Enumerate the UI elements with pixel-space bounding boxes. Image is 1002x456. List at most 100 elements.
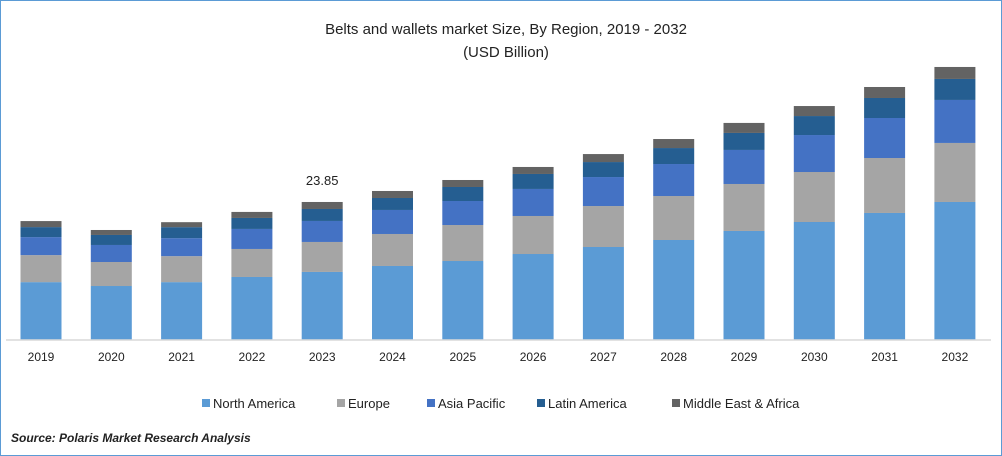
bar-segment xyxy=(512,166,554,174)
x-tick-label: 2026 xyxy=(520,350,547,364)
bar-segment xyxy=(372,265,413,340)
bar-segment xyxy=(512,173,554,189)
bar-segment xyxy=(582,154,624,163)
legend-swatch xyxy=(672,399,680,407)
bar-segment xyxy=(90,286,132,340)
x-tick-label: 2030 xyxy=(801,350,828,364)
bar-segment xyxy=(934,142,976,202)
bar-segment xyxy=(934,99,976,143)
bar-segment xyxy=(301,201,343,209)
data-label: 23.85 xyxy=(306,173,339,188)
bar-segment xyxy=(723,132,765,150)
x-tick-label: 2020 xyxy=(98,350,125,364)
bar-segment xyxy=(512,254,554,340)
bar-segment xyxy=(442,200,484,226)
legend-swatch xyxy=(427,399,435,407)
x-tick-label: 2029 xyxy=(731,350,758,364)
bar-segment xyxy=(653,196,695,241)
chart-subtitle: (USD Billion) xyxy=(463,44,549,61)
x-tick-label: 2025 xyxy=(449,350,476,364)
bar-segment xyxy=(653,148,695,165)
legend-item: Latin America xyxy=(537,396,628,411)
x-tick-label: 2027 xyxy=(590,350,617,364)
bar-segment xyxy=(582,162,624,178)
bar-segment xyxy=(161,222,203,228)
legend-label: Latin America xyxy=(548,396,628,411)
bar-segment xyxy=(512,188,554,216)
bar-segment xyxy=(442,186,484,201)
bar-segment xyxy=(793,106,835,117)
bar-segment xyxy=(582,177,624,207)
bar-segment xyxy=(442,261,484,340)
bar-segment xyxy=(934,201,976,340)
bar-segment xyxy=(793,135,835,173)
bar-segment xyxy=(934,66,976,79)
bar-segment xyxy=(90,261,132,287)
bar-segment xyxy=(934,78,976,100)
bar-segment xyxy=(864,118,906,158)
x-tick-label: 2032 xyxy=(942,350,969,364)
bar-segment xyxy=(161,282,203,340)
bar-segment xyxy=(90,229,132,235)
x-tick-label: 2023 xyxy=(309,350,336,364)
legend-item: North America xyxy=(202,396,296,411)
bar-segment xyxy=(231,276,273,340)
bar-segment xyxy=(723,149,765,184)
bar-segment xyxy=(301,220,343,242)
bar-segment xyxy=(161,256,203,283)
bar-segment xyxy=(864,86,906,98)
bar-segment xyxy=(231,248,273,277)
bar-segment xyxy=(653,240,695,340)
bar-segment xyxy=(864,157,906,213)
bar-segment xyxy=(864,97,906,119)
bar-segment xyxy=(653,164,695,197)
bar-segment xyxy=(653,139,695,149)
legend-swatch xyxy=(537,399,545,407)
bar-segment xyxy=(512,215,554,255)
bar-segment xyxy=(442,225,484,262)
x-tick-label: 2024 xyxy=(379,350,406,364)
bar-segment xyxy=(372,197,413,210)
legend-swatch xyxy=(202,399,210,407)
x-tick-label: 2031 xyxy=(871,350,898,364)
legend-label: Europe xyxy=(348,396,390,411)
bar-segment xyxy=(372,233,413,266)
bar-segment xyxy=(582,247,624,340)
bar-segment xyxy=(723,230,765,340)
bar-segment xyxy=(301,241,343,272)
bar-segment xyxy=(372,190,413,198)
bar-segment xyxy=(20,221,62,228)
legend-item: Middle East & Africa xyxy=(672,396,800,411)
bar-segment xyxy=(20,282,62,340)
x-tick-label: 2019 xyxy=(28,350,55,364)
legend-label: North America xyxy=(213,396,296,411)
bar-segment xyxy=(20,255,62,283)
bar-segment xyxy=(372,209,413,234)
legend-label: Asia Pacific xyxy=(438,396,506,411)
bar-segment xyxy=(793,222,835,340)
bar-segment xyxy=(90,234,132,245)
bar-segment xyxy=(20,237,62,256)
bar-segment xyxy=(161,227,203,239)
bar-segment xyxy=(301,208,343,221)
bar-segment xyxy=(723,122,765,133)
bar-segment xyxy=(793,116,835,136)
chart-title: Belts and wallets market Size, By Region… xyxy=(325,21,687,38)
x-tick-label: 2021 xyxy=(168,350,195,364)
bar-segment xyxy=(20,227,62,238)
x-tick-label: 2022 xyxy=(239,350,266,364)
bar-segment xyxy=(442,179,484,187)
bar-segment xyxy=(793,172,835,223)
legend-item: Europe xyxy=(337,396,390,411)
bar-segment xyxy=(161,238,203,257)
bar-segment xyxy=(231,211,273,218)
legend-label: Middle East & Africa xyxy=(683,396,800,411)
legend-item: Asia Pacific xyxy=(427,396,506,411)
bar-segment xyxy=(301,271,343,340)
bar-segment xyxy=(231,228,273,249)
bar-segment xyxy=(582,206,624,248)
source-note: Source: Polaris Market Research Analysis xyxy=(11,431,251,445)
x-tick-label: 2028 xyxy=(660,350,687,364)
